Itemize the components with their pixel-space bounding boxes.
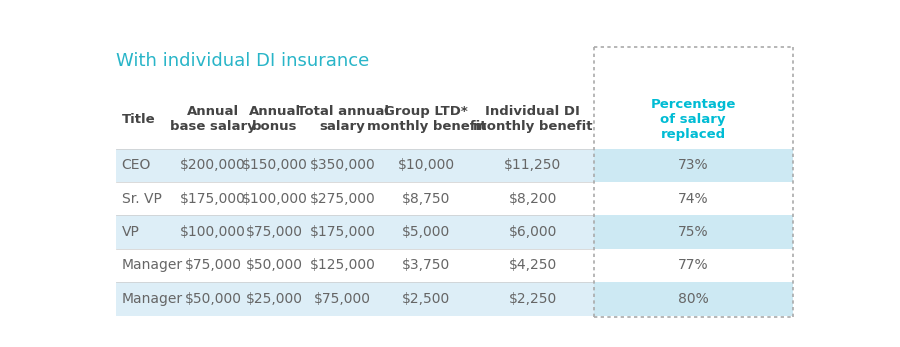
Bar bbox=[381, 182, 472, 215]
Bar bbox=[304, 90, 381, 149]
Text: $150,000: $150,000 bbox=[242, 158, 308, 172]
Bar bbox=[472, 149, 594, 182]
Bar bbox=[116, 215, 181, 249]
Text: Manager: Manager bbox=[122, 259, 183, 272]
Text: 77%: 77% bbox=[678, 259, 708, 272]
Text: $3,750: $3,750 bbox=[402, 259, 451, 272]
Bar bbox=[381, 282, 472, 315]
Bar bbox=[245, 149, 304, 182]
Text: $25,000: $25,000 bbox=[247, 292, 303, 306]
Text: $100,000: $100,000 bbox=[180, 225, 246, 239]
Bar bbox=[381, 249, 472, 282]
Text: $275,000: $275,000 bbox=[310, 192, 375, 206]
Text: 74%: 74% bbox=[678, 192, 708, 206]
Text: $175,000: $175,000 bbox=[310, 225, 375, 239]
Text: $75,000: $75,000 bbox=[247, 225, 303, 239]
Bar bbox=[304, 282, 381, 315]
Bar bbox=[594, 282, 793, 315]
Bar bbox=[594, 182, 793, 215]
Text: $125,000: $125,000 bbox=[310, 259, 375, 272]
Bar bbox=[472, 282, 594, 315]
Bar bbox=[472, 215, 594, 249]
Text: $75,000: $75,000 bbox=[314, 292, 371, 306]
Bar bbox=[116, 149, 181, 182]
Bar bbox=[181, 215, 245, 249]
Bar bbox=[594, 249, 793, 282]
Text: $10,000: $10,000 bbox=[398, 158, 454, 172]
Text: 75%: 75% bbox=[678, 225, 708, 239]
Text: $6,000: $6,000 bbox=[508, 225, 557, 239]
Text: Percentage
of salary
replaced: Percentage of salary replaced bbox=[651, 98, 736, 141]
Text: $75,000: $75,000 bbox=[184, 259, 241, 272]
Text: Individual DI
monthly benefit: Individual DI monthly benefit bbox=[473, 105, 592, 133]
Text: $11,250: $11,250 bbox=[504, 158, 562, 172]
Bar bbox=[181, 90, 245, 149]
Bar bbox=[245, 282, 304, 315]
Bar bbox=[245, 90, 304, 149]
Text: $50,000: $50,000 bbox=[184, 292, 241, 306]
Text: 73%: 73% bbox=[678, 158, 708, 172]
Bar bbox=[381, 90, 472, 149]
Text: $100,000: $100,000 bbox=[242, 192, 308, 206]
Text: $175,000: $175,000 bbox=[180, 192, 246, 206]
Bar bbox=[116, 90, 181, 149]
Bar bbox=[181, 249, 245, 282]
Text: $5,000: $5,000 bbox=[402, 225, 451, 239]
Bar bbox=[594, 215, 793, 249]
Bar bbox=[304, 215, 381, 249]
Text: $2,250: $2,250 bbox=[508, 292, 557, 306]
Bar bbox=[116, 249, 181, 282]
Text: Annual
bonus: Annual bonus bbox=[248, 105, 301, 133]
Text: $8,200: $8,200 bbox=[508, 192, 557, 206]
Text: Manager: Manager bbox=[122, 292, 183, 306]
Bar bbox=[116, 182, 181, 215]
Text: VP: VP bbox=[122, 225, 140, 239]
Text: Annual
base salary: Annual base salary bbox=[170, 105, 256, 133]
Bar bbox=[245, 249, 304, 282]
Text: Sr. VP: Sr. VP bbox=[122, 192, 161, 206]
Bar bbox=[304, 249, 381, 282]
Bar bbox=[245, 215, 304, 249]
Bar bbox=[594, 149, 793, 182]
Bar bbox=[181, 149, 245, 182]
Text: $350,000: $350,000 bbox=[310, 158, 375, 172]
Bar bbox=[472, 182, 594, 215]
Text: Title: Title bbox=[122, 113, 155, 126]
Bar bbox=[381, 215, 472, 249]
Text: $50,000: $50,000 bbox=[247, 259, 303, 272]
Text: $4,250: $4,250 bbox=[508, 259, 557, 272]
Bar bbox=[181, 182, 245, 215]
Text: 80%: 80% bbox=[678, 292, 708, 306]
Bar bbox=[304, 149, 381, 182]
Text: Total annual
salary: Total annual salary bbox=[297, 105, 389, 133]
Bar bbox=[472, 249, 594, 282]
Text: CEO: CEO bbox=[122, 158, 151, 172]
Bar bbox=[181, 282, 245, 315]
Bar bbox=[116, 282, 181, 315]
Bar bbox=[304, 182, 381, 215]
Bar bbox=[381, 149, 472, 182]
Text: With individual DI insurance: With individual DI insurance bbox=[116, 52, 369, 70]
Text: $8,750: $8,750 bbox=[402, 192, 451, 206]
Text: $2,500: $2,500 bbox=[402, 292, 451, 306]
Text: Group LTD*
monthly benefit: Group LTD* monthly benefit bbox=[366, 105, 486, 133]
Bar bbox=[472, 90, 594, 149]
Bar bbox=[594, 90, 793, 149]
Bar bbox=[245, 182, 304, 215]
Text: $200,000: $200,000 bbox=[180, 158, 246, 172]
